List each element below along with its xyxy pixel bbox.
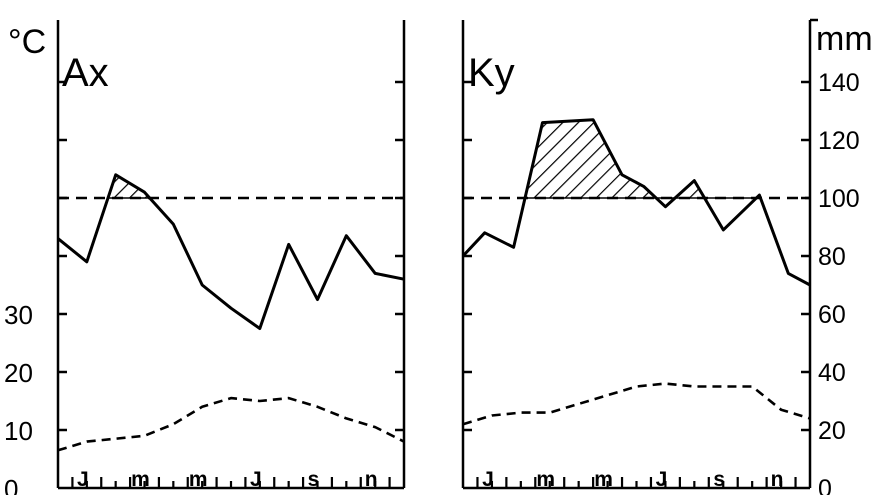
ax-temperature-line — [57, 396, 405, 452]
ky-precip-tick-label: 60 — [818, 301, 846, 329]
ax-precipitation-line — [57, 173, 405, 330]
ax-temp-tick-label: 20 — [4, 358, 33, 388]
ax-month-label: J — [250, 468, 262, 491]
ky-title: Ky — [468, 51, 515, 95]
ky-precipitation-line — [461, 118, 811, 287]
ky-month-label: m — [594, 468, 613, 491]
ky-precip-tick-label: 0 — [818, 475, 832, 495]
ky-precip-tick-label: 120 — [818, 127, 860, 155]
ky-precip-unit: mm — [816, 20, 873, 58]
ax-temp-unit: °C — [8, 23, 46, 61]
ky-precip-tick-label: 100 — [818, 185, 860, 213]
ky-precip-tick-label: 20 — [818, 417, 846, 445]
ax-month-label: s — [308, 468, 320, 491]
ax-month-label: J — [77, 468, 89, 491]
ky-month-label: n — [771, 468, 784, 491]
ky-precip-tick-label: 40 — [818, 359, 846, 387]
ax-temp-tick-label: 10 — [4, 416, 33, 446]
ax-month-label: n — [365, 468, 378, 491]
ax-title: Ax — [62, 51, 109, 95]
ky-month-label: m — [536, 468, 555, 491]
ax-month-label: m — [131, 468, 150, 491]
ky-precip-tick-label: 140 — [818, 69, 860, 97]
ky-month-label: J — [482, 468, 494, 491]
ax-temp-tick-label: 0 — [4, 474, 18, 495]
ky-temperature-line — [462, 382, 811, 426]
ax-month-label: m — [189, 468, 208, 491]
ky-month-label: s — [713, 468, 725, 491]
ky-month-label: J — [656, 468, 668, 491]
ky-precip-tick-label: 80 — [818, 243, 846, 271]
ax-temp-tick-label: 30 — [4, 300, 33, 330]
diagram-ky: mm Ky — [461, 18, 873, 490]
